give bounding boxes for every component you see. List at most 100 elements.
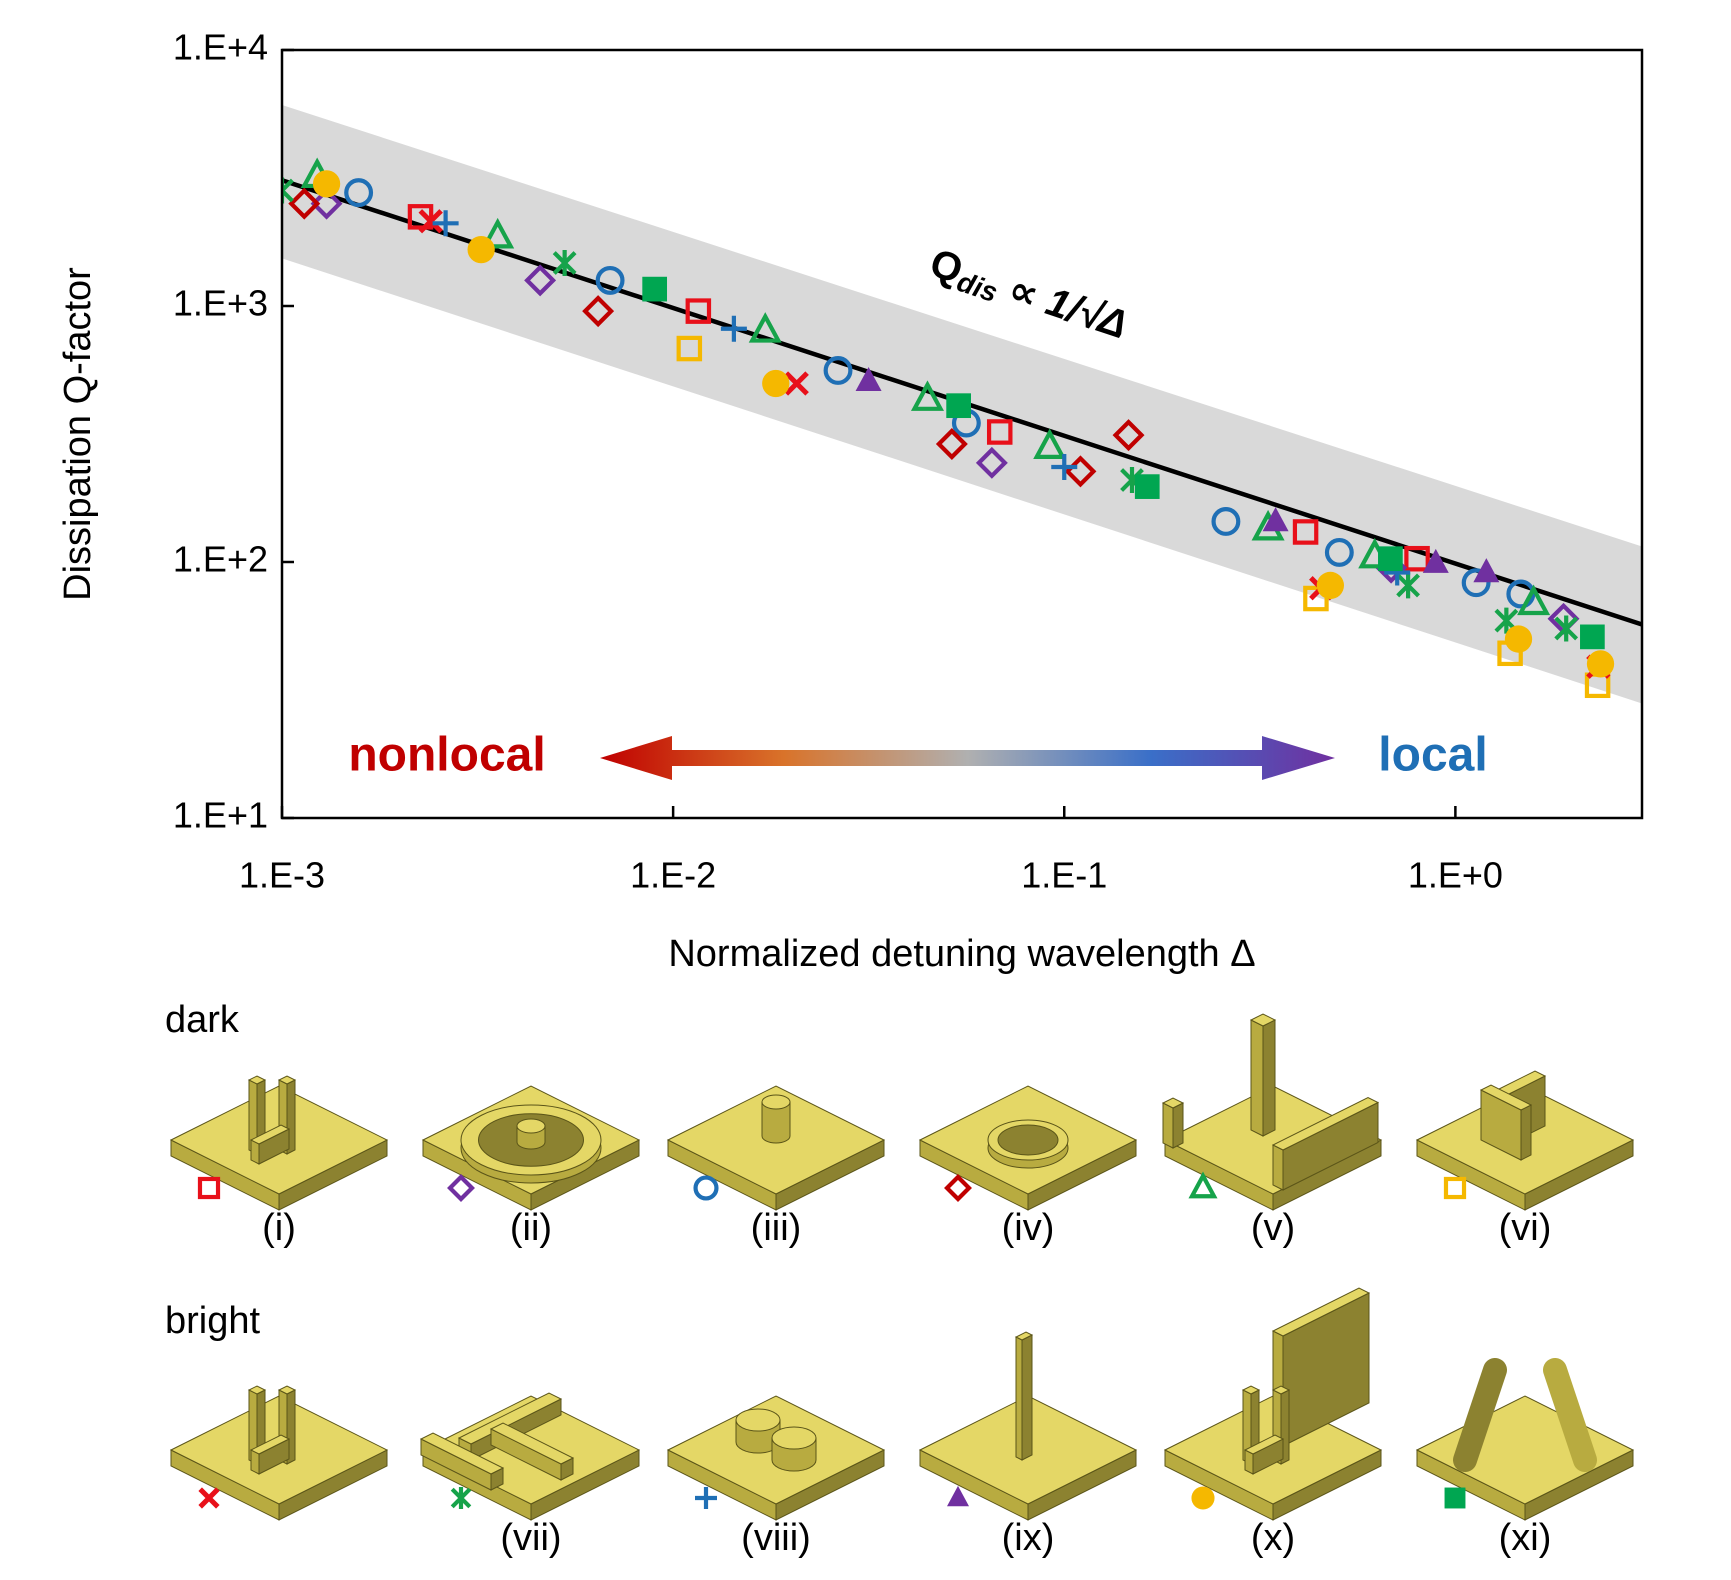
data-point <box>310 187 343 220</box>
data-point <box>685 298 712 324</box>
legend-label: (iii) <box>751 1207 802 1249</box>
legend-item: (v) <box>1161 1013 1383 1249</box>
data-point <box>1262 507 1289 532</box>
legend-item: (viii) <box>666 1395 886 1559</box>
data-point <box>720 315 747 342</box>
legend-marker <box>944 1174 972 1202</box>
x-tick-label: 1.E-2 <box>630 855 716 896</box>
icon-part <box>1543 1358 1597 1472</box>
icon-part <box>1014 1331 1034 1341</box>
data-point <box>282 177 294 204</box>
icon-part <box>1282 1292 1370 1447</box>
legend-label: (vii) <box>500 1517 561 1559</box>
icon-part <box>1249 1013 1277 1027</box>
legend-marker <box>695 1487 717 1509</box>
icon-part <box>1243 1434 1285 1455</box>
data-point <box>1292 519 1319 545</box>
data-point <box>1211 507 1241 536</box>
legend-label: (v) <box>1251 1207 1295 1249</box>
icon-part <box>735 1408 781 1432</box>
data-point <box>762 369 790 398</box>
legend-item: (ix) <box>918 1331 1138 1559</box>
icon-part <box>419 1432 505 1475</box>
legend-marker <box>197 1176 221 1200</box>
icon-part <box>1453 1358 1507 1472</box>
icon-part <box>249 1434 291 1455</box>
data-point <box>1396 572 1420 599</box>
icon-part <box>1271 1096 1380 1151</box>
data-point <box>1112 419 1145 452</box>
locality-arrow <box>600 736 1335 780</box>
legend-item: (vi) <box>1415 1070 1635 1249</box>
legend-item: (xi) <box>1415 1358 1635 1559</box>
icon-part <box>247 1385 267 1395</box>
icon-part <box>1271 1385 1291 1395</box>
legend-label: (vi) <box>1499 1207 1552 1249</box>
icon-part <box>1250 1019 1264 1137</box>
legend-label: (i) <box>262 1207 296 1249</box>
legend-label: (iv) <box>1002 1207 1055 1249</box>
legend-label: (x) <box>1251 1517 1295 1559</box>
legend-marker <box>1191 1486 1215 1510</box>
data-point <box>1051 454 1078 481</box>
data-point <box>1378 546 1403 572</box>
data-point <box>418 209 443 234</box>
data-point <box>1473 558 1500 583</box>
y-tick-label: 1.E+3 <box>173 283 268 324</box>
legend-label: (ii) <box>510 1207 552 1249</box>
data-point <box>595 265 625 295</box>
legend-item: (ii) <box>421 1085 641 1249</box>
legend-marker <box>693 1175 719 1201</box>
data-point <box>784 371 809 396</box>
icon-part <box>761 1094 791 1110</box>
icon-part <box>1479 1084 1533 1111</box>
legend-label: (viii) <box>741 1517 811 1559</box>
data-point <box>1517 584 1551 616</box>
data-point <box>1586 650 1615 678</box>
data-point <box>481 217 515 249</box>
data-point <box>467 236 495 264</box>
data-point <box>642 276 668 302</box>
x-tick-label: 1.E-3 <box>239 855 325 896</box>
y-tick-label: 1.E+1 <box>173 795 268 836</box>
legend-item: (x) <box>1163 1287 1383 1559</box>
icon-part <box>516 1118 546 1134</box>
y-axis-title: Dissipation Q-factor <box>57 267 99 601</box>
data-point <box>1461 568 1491 598</box>
data-point <box>524 264 557 297</box>
legend-marker <box>447 1174 475 1202</box>
data-point <box>407 204 434 230</box>
data-point <box>1580 624 1605 650</box>
data-point <box>855 366 882 392</box>
legend-item: (iv) <box>918 1085 1138 1249</box>
data-point <box>1404 545 1430 572</box>
data-point <box>312 170 341 198</box>
data-point <box>676 335 703 362</box>
data-point <box>748 312 782 343</box>
data-point <box>946 393 971 419</box>
icon-part <box>277 1075 297 1085</box>
icon-part <box>1271 1287 1371 1337</box>
icon-part <box>1162 1102 1174 1149</box>
data-point <box>582 295 615 328</box>
legend-title: bright <box>165 1300 260 1342</box>
legend-item: (iii) <box>666 1085 886 1249</box>
legend-item: (vii) <box>419 1392 641 1559</box>
icon-part <box>1272 1144 1284 1191</box>
data-point <box>1504 625 1533 653</box>
data-point <box>910 380 945 411</box>
legend-label: (ix) <box>1002 1517 1055 1559</box>
data-point <box>823 356 853 385</box>
icon-part <box>771 1426 817 1450</box>
y-tick-label: 1.E+2 <box>173 539 268 580</box>
plot-area <box>282 104 1642 704</box>
plot-frame <box>280 48 1644 820</box>
icon-part <box>1015 1336 1023 1461</box>
icon-part <box>277 1385 297 1395</box>
x-tick-label: 1.E-1 <box>1021 855 1107 896</box>
icon-part <box>247 1075 267 1085</box>
icon-part <box>1520 1104 1532 1161</box>
icon-part <box>997 1124 1059 1156</box>
data-point <box>1033 428 1067 459</box>
